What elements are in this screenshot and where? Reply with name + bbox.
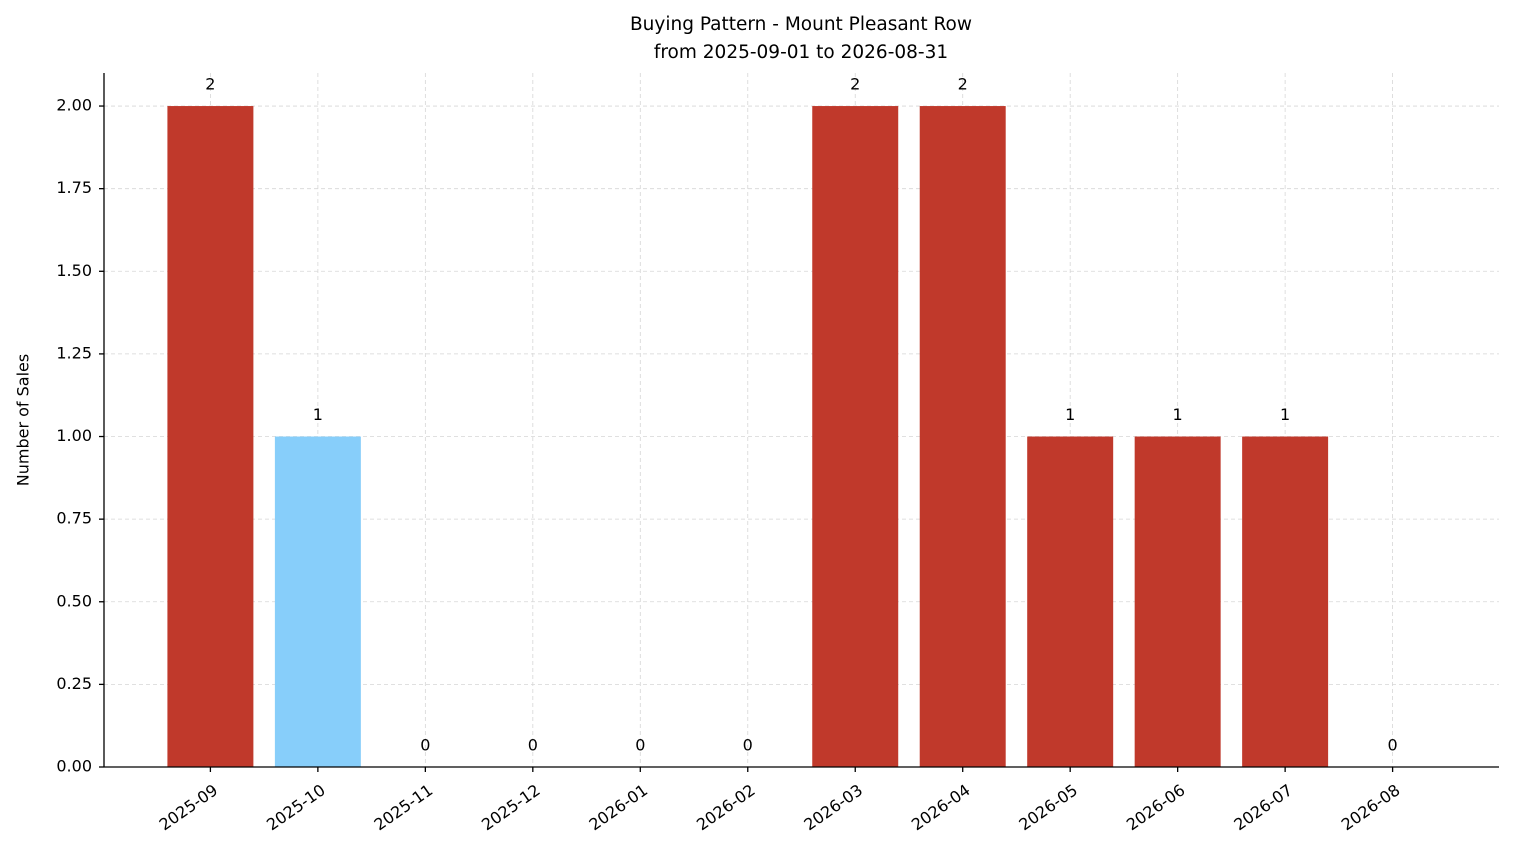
- bar: [1242, 436, 1329, 767]
- value-label: 1: [1280, 405, 1290, 424]
- y-tick-label: 0.75: [56, 509, 92, 528]
- y-tick-label: 1.00: [56, 426, 92, 445]
- x-tick-label: 2026-03: [800, 780, 866, 834]
- y-tick-label: 0.00: [56, 757, 92, 776]
- value-label: 2: [958, 75, 968, 94]
- x-tick-label: 2026-06: [1123, 780, 1189, 834]
- y-tick-label: 2.00: [56, 96, 92, 115]
- bar: [1134, 436, 1221, 767]
- x-tick-label: 2026-04: [908, 780, 974, 834]
- bar: [167, 106, 254, 768]
- x-tick-label: 2026-05: [1015, 780, 1081, 834]
- bar: [1027, 436, 1114, 767]
- value-label: 0: [635, 736, 645, 755]
- x-tick-label: 2025-09: [156, 780, 222, 834]
- x-tick-label: 2026-08: [1338, 780, 1404, 834]
- value-label: 1: [1173, 405, 1183, 424]
- bar: [919, 106, 1006, 768]
- value-label: 0: [1388, 736, 1398, 755]
- x-tick-label: 2026-07: [1230, 780, 1296, 834]
- x-tick-label: 2025-11: [371, 780, 437, 834]
- y-tick-label: 0.25: [56, 674, 92, 693]
- y-tick-label: 1.50: [56, 261, 92, 280]
- value-label: 0: [528, 736, 538, 755]
- x-tick-label: 2026-01: [585, 780, 651, 834]
- y-tick-label: 1.75: [56, 178, 92, 197]
- x-tick-label: 2025-10: [263, 780, 329, 834]
- value-label: 1: [1065, 405, 1075, 424]
- y-tick-label: 1.25: [56, 343, 92, 362]
- y-axis-label: Number of Sales: [14, 354, 33, 486]
- chart-title: Buying Pattern - Mount Pleasant Row: [630, 14, 972, 35]
- y-tick-label: 0.50: [56, 591, 92, 610]
- bar: [274, 436, 361, 767]
- value-label: 0: [743, 736, 753, 755]
- chart-subtitle: from 2025-09-01 to 2026-08-31: [654, 42, 948, 63]
- value-label: 2: [205, 75, 215, 94]
- value-label: 0: [420, 736, 430, 755]
- value-label: 2: [850, 75, 860, 94]
- value-label: 1: [313, 405, 323, 424]
- bar: [812, 106, 899, 768]
- x-tick-label: 2026-02: [693, 780, 759, 834]
- x-tick-label: 2025-12: [478, 780, 544, 834]
